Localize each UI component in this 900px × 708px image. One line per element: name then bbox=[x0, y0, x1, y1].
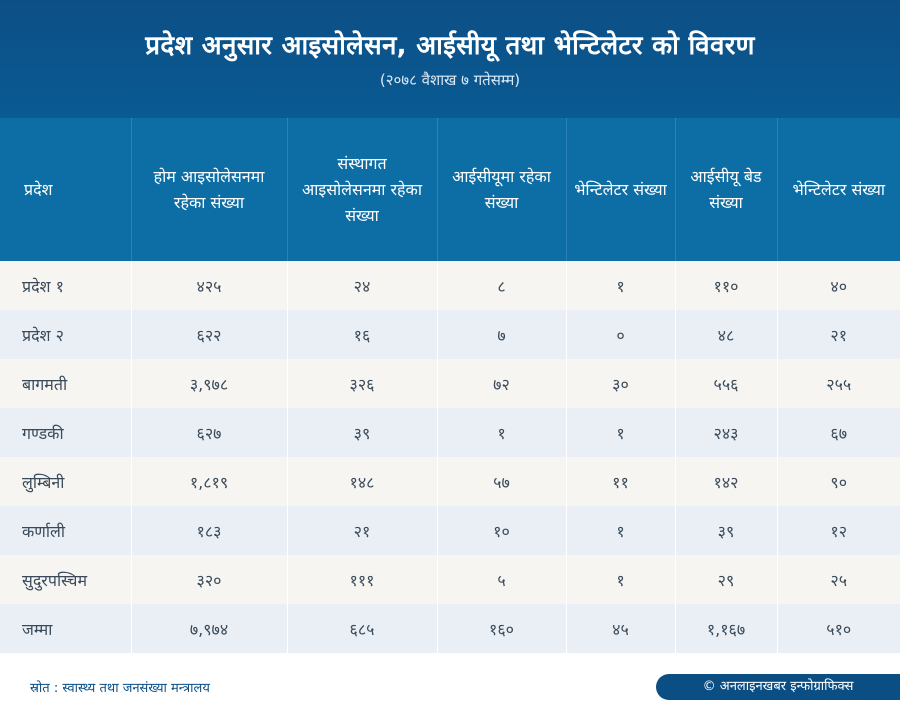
table-cell: ५७ bbox=[436, 457, 566, 506]
province-table: प्रदेश होम आइसोलेसनमा रहेका संख्या संस्थ… bbox=[0, 118, 900, 653]
table-cell: २४३ bbox=[674, 408, 777, 457]
col-header-icu-beds: आईसीयू बेड संख्या bbox=[674, 118, 777, 261]
table-cell: १ bbox=[436, 408, 566, 457]
table-cell: १११ bbox=[286, 555, 437, 604]
province-cell: बागमती bbox=[0, 359, 131, 408]
table-cell: ९० bbox=[776, 457, 900, 506]
table-cell: ३० bbox=[565, 359, 675, 408]
table-cell: ४२५ bbox=[130, 261, 287, 310]
table-cell: २१ bbox=[776, 310, 900, 359]
province-cell: लुम्बिनी bbox=[0, 457, 131, 506]
table-cell: ६२७ bbox=[130, 408, 287, 457]
col-header-ventilator-in-use: भेन्टिलेटर संख्या bbox=[565, 118, 675, 261]
table-cell: १ bbox=[565, 506, 675, 555]
col-header-in-icu: आईसीयूमा रहेका संख्या bbox=[436, 118, 566, 261]
table-cell: १२ bbox=[776, 506, 900, 555]
table-header-row: प्रदेश होम आइसोलेसनमा रहेका संख्या संस्थ… bbox=[0, 118, 900, 261]
province-cell: सुदुरपस्चिम bbox=[0, 555, 131, 604]
table-cell: १८३ bbox=[130, 506, 287, 555]
table-cell: ७ bbox=[436, 310, 566, 359]
table-row: गण्डकी ६२७ ३९ १ १ २४३ ६७ bbox=[0, 408, 900, 457]
table-cell: ० bbox=[565, 310, 675, 359]
table-cell: ४५ bbox=[565, 604, 675, 653]
table-row: कर्णाली १८३ २१ १० १ ३९ १२ bbox=[0, 506, 900, 555]
page-title: प्रदेश अनुसार आइसोलेसन, आईसीयू तथा भेन्ट… bbox=[145, 31, 755, 61]
table-cell: ५ bbox=[436, 555, 566, 604]
table-cell: ११० bbox=[674, 261, 777, 310]
province-cell: प्रदेश २ bbox=[0, 310, 131, 359]
table-cell: ४८ bbox=[674, 310, 777, 359]
table-cell: ७२ bbox=[436, 359, 566, 408]
table-cell: ३,९७८ bbox=[130, 359, 287, 408]
table-row: प्रदेश २ ६२२ १६ ७ ० ४८ २१ bbox=[0, 310, 900, 359]
table-cell: १६ bbox=[286, 310, 437, 359]
table-cell: ३२० bbox=[130, 555, 287, 604]
table-cell: २१ bbox=[286, 506, 437, 555]
table-cell: ३२६ bbox=[286, 359, 437, 408]
table-cell: १ bbox=[565, 408, 675, 457]
table-cell: ५१० bbox=[776, 604, 900, 653]
table-cell: १ bbox=[565, 555, 675, 604]
table-cell: १० bbox=[436, 506, 566, 555]
table-cell: १,१६७ bbox=[674, 604, 777, 653]
table-cell: ६७ bbox=[776, 408, 900, 457]
source-note: स्रोत : स्वास्थ्य तथा जनसंख्या मन्त्रालय bbox=[30, 681, 210, 696]
table-cell: १४८ bbox=[286, 457, 437, 506]
table-row-total: जम्मा ७,९७४ ६८५ १६० ४५ १,१६७ ५१० bbox=[0, 604, 900, 653]
table-cell: ५५६ bbox=[674, 359, 777, 408]
col-header-ventilator-total: भेन्टिलेटर संख्या bbox=[776, 118, 900, 261]
table-cell: ४० bbox=[776, 261, 900, 310]
table-cell: २५ bbox=[776, 555, 900, 604]
table-cell: ७,९७४ bbox=[130, 604, 287, 653]
table-cell: ३९ bbox=[286, 408, 437, 457]
table-cell: २४ bbox=[286, 261, 437, 310]
credit-badge: © अनलाइनखबर इन्फोग्राफिक्स bbox=[656, 674, 900, 700]
page-subtitle: (२०७८ वैशाख ७ गतेसम्म) bbox=[379, 71, 521, 89]
col-header-institutional-isolation: संस्थागत आइसोलेसनमा रहेका संख्या bbox=[286, 118, 437, 261]
table-cell: ३९ bbox=[674, 506, 777, 555]
table-cell: २९ bbox=[674, 555, 777, 604]
table-cell: ६८५ bbox=[286, 604, 437, 653]
col-header-home-isolation: होम आइसोलेसनमा रहेका संख्या bbox=[130, 118, 287, 261]
col-header-province: प्रदेश bbox=[24, 179, 53, 199]
table-cell: ११ bbox=[565, 457, 675, 506]
table-row: प्रदेश १ ४२५ २४ ८ १ ११० ४० bbox=[0, 261, 900, 310]
province-cell: प्रदेश १ bbox=[0, 261, 131, 310]
table-cell: ६२२ bbox=[130, 310, 287, 359]
table-row: बागमती ३,९७८ ३२६ ७२ ३० ५५६ २५५ bbox=[0, 359, 900, 408]
table-cell: २५५ bbox=[776, 359, 900, 408]
province-cell: गण्डकी bbox=[0, 408, 131, 457]
table-cell: १,८१९ bbox=[130, 457, 287, 506]
table-row: सुदुरपस्चिम ३२० १११ ५ १ २९ २५ bbox=[0, 555, 900, 604]
province-cell: कर्णाली bbox=[0, 506, 131, 555]
table-cell: १६० bbox=[436, 604, 566, 653]
title-band: प्रदेश अनुसार आइसोलेसन, आईसीयू तथा भेन्ट… bbox=[0, 0, 900, 118]
table-cell: १४२ bbox=[674, 457, 777, 506]
table-cell: १ bbox=[565, 261, 675, 310]
table-cell: ८ bbox=[436, 261, 566, 310]
table-row: लुम्बिनी १,८१९ १४८ ५७ ११ १४२ ९० bbox=[0, 457, 900, 506]
province-cell: जम्मा bbox=[0, 604, 131, 653]
